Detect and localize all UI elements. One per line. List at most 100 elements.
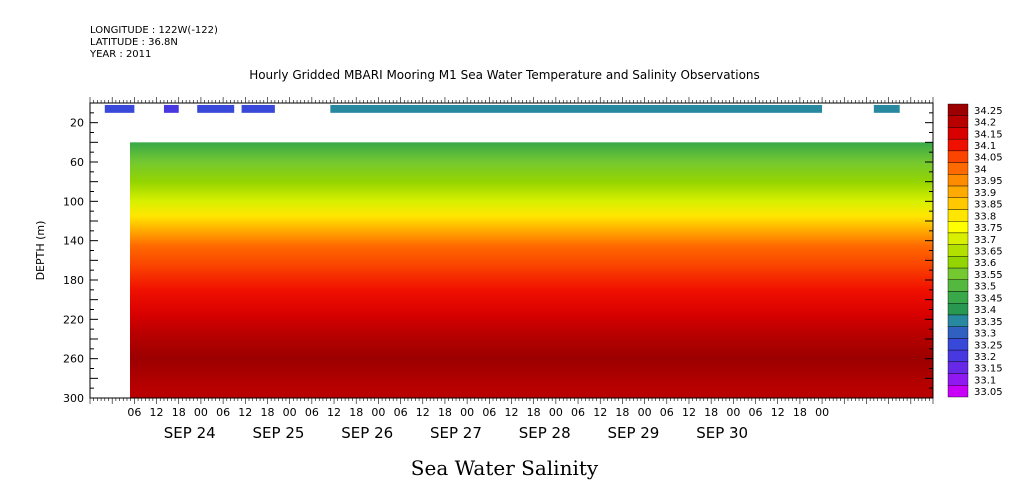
x-day-label: SEP 29 bbox=[607, 424, 659, 442]
y-tick-label: 260 bbox=[63, 353, 84, 366]
colorbar-label: 33.9 bbox=[974, 188, 996, 199]
colorbar-label: 33.7 bbox=[974, 235, 996, 246]
chart-subtitle: Sea Water Salinity bbox=[410, 456, 599, 480]
surface-observation-bar bbox=[197, 104, 235, 113]
x-hour-label: 18 bbox=[704, 406, 718, 419]
colorbar-swatch bbox=[947, 174, 969, 187]
x-hour-label: 12 bbox=[150, 406, 164, 419]
colorbar-label: 33.4 bbox=[974, 305, 996, 316]
colorbar-swatch bbox=[947, 197, 969, 210]
y-tick-label: 20 bbox=[70, 117, 84, 130]
colorbar-swatch bbox=[947, 361, 969, 374]
longitude-label: LONGITUDE : 122W(-122) bbox=[90, 25, 218, 36]
colorbar-swatch bbox=[947, 244, 969, 257]
x-hour-label: 06 bbox=[749, 406, 763, 419]
x-hour-label: 06 bbox=[127, 406, 141, 419]
surface-observation-bar bbox=[104, 104, 135, 113]
chart-title: Hourly Gridded MBARI Mooring M1 Sea Wate… bbox=[249, 68, 760, 82]
x-day-label: SEP 27 bbox=[430, 424, 482, 442]
colorbar-label: 34.05 bbox=[974, 153, 1003, 164]
x-hour-label: 00 bbox=[371, 406, 385, 419]
colorbar-swatch bbox=[947, 314, 969, 327]
y-tick-label: 60 bbox=[70, 156, 84, 169]
y-tick-label: 180 bbox=[63, 274, 84, 287]
colorbar-label: 34.15 bbox=[974, 129, 1003, 140]
colorbar-swatch bbox=[947, 326, 969, 339]
x-hour-label: 06 bbox=[660, 406, 674, 419]
surface-observation-bar bbox=[163, 104, 179, 113]
x-hour-label: 18 bbox=[349, 406, 363, 419]
colorbar-swatch bbox=[947, 138, 969, 152]
colorbar-label: 33.6 bbox=[974, 258, 996, 269]
colorbar-swatch bbox=[947, 291, 969, 304]
colorbar-label: 33.35 bbox=[974, 317, 1003, 328]
x-day-label: SEP 26 bbox=[341, 424, 393, 442]
x-hour-label: 18 bbox=[527, 406, 541, 419]
colorbar-label: 33.95 bbox=[974, 176, 1003, 187]
colorbar-swatch bbox=[947, 373, 969, 386]
y-tick-label: 100 bbox=[63, 195, 84, 208]
salinity-field bbox=[130, 142, 933, 398]
colorbar-label: 34.2 bbox=[974, 118, 996, 129]
y-axis-label: DEPTH (m) bbox=[34, 221, 47, 281]
x-hour-label: 00 bbox=[549, 406, 563, 419]
x-hour-label: 12 bbox=[682, 406, 696, 419]
colorbar-swatch bbox=[947, 115, 969, 128]
colorbar-swatch bbox=[947, 338, 969, 351]
x-hour-label: 06 bbox=[216, 406, 230, 419]
latitude-label: LATITUDE : 36.8N bbox=[90, 37, 178, 48]
x-hour-label: 12 bbox=[327, 406, 341, 419]
colorbar-label: 33.8 bbox=[974, 211, 996, 222]
colorbar-swatch bbox=[947, 385, 969, 398]
y-tick-label: 140 bbox=[63, 235, 84, 248]
x-hour-label: 12 bbox=[416, 406, 430, 419]
year-label: YEAR : 2011 bbox=[90, 49, 152, 60]
colorbar-swatch bbox=[947, 150, 969, 163]
y-tick-label: 220 bbox=[63, 313, 84, 326]
colorbar-label: 34.1 bbox=[974, 141, 996, 152]
colorbar-swatch bbox=[947, 162, 969, 175]
colorbar-label: 33.75 bbox=[974, 223, 1003, 234]
colorbar-swatch bbox=[947, 267, 969, 280]
colorbar-swatch bbox=[947, 232, 969, 245]
x-day-label: SEP 30 bbox=[696, 424, 748, 442]
x-hour-label: 06 bbox=[305, 406, 319, 419]
colorbar-swatch bbox=[947, 303, 969, 316]
x-hour-label: 00 bbox=[283, 406, 297, 419]
colorbar-label: 33.65 bbox=[974, 247, 1003, 258]
x-hour-label: 00 bbox=[638, 406, 652, 419]
colorbar-label: 33.5 bbox=[974, 282, 996, 293]
x-hour-label: 06 bbox=[571, 406, 585, 419]
x-hour-label: 00 bbox=[194, 406, 208, 419]
colorbar-swatch bbox=[947, 103, 969, 116]
x-hour-label: 00 bbox=[460, 406, 474, 419]
colorbar-swatch bbox=[947, 209, 969, 222]
colorbar-swatch bbox=[947, 279, 969, 292]
x-hour-label: 12 bbox=[238, 406, 252, 419]
colorbar-label: 33.1 bbox=[974, 375, 996, 386]
colorbar-label: 33.55 bbox=[974, 270, 1003, 281]
x-hour-label: 12 bbox=[771, 406, 785, 419]
y-tick-label: 300 bbox=[63, 392, 84, 405]
x-hour-label: 18 bbox=[260, 406, 274, 419]
colorbar-swatch bbox=[947, 220, 969, 234]
x-hour-label: 06 bbox=[482, 406, 496, 419]
colorbar-label: 33.45 bbox=[974, 293, 1003, 304]
x-hour-label: 18 bbox=[793, 406, 807, 419]
surface-observation-bar bbox=[873, 104, 900, 113]
x-hour-label: 18 bbox=[615, 406, 629, 419]
colorbar-label: 34.25 bbox=[974, 106, 1003, 117]
colorbar-label: 33.15 bbox=[974, 364, 1003, 375]
colorbar-swatch bbox=[947, 349, 969, 363]
surface-observation-bar bbox=[330, 104, 823, 113]
x-day-label: SEP 25 bbox=[253, 424, 305, 442]
surface-observation-bar bbox=[241, 104, 275, 113]
x-hour-label: 00 bbox=[726, 406, 740, 419]
x-hour-label: 18 bbox=[172, 406, 186, 419]
x-hour-label: 12 bbox=[593, 406, 607, 419]
colorbar-swatch bbox=[947, 127, 969, 140]
x-hour-label: 12 bbox=[505, 406, 519, 419]
colorbar-label: 34 bbox=[974, 164, 987, 175]
colorbar-label: 33.3 bbox=[974, 329, 996, 340]
